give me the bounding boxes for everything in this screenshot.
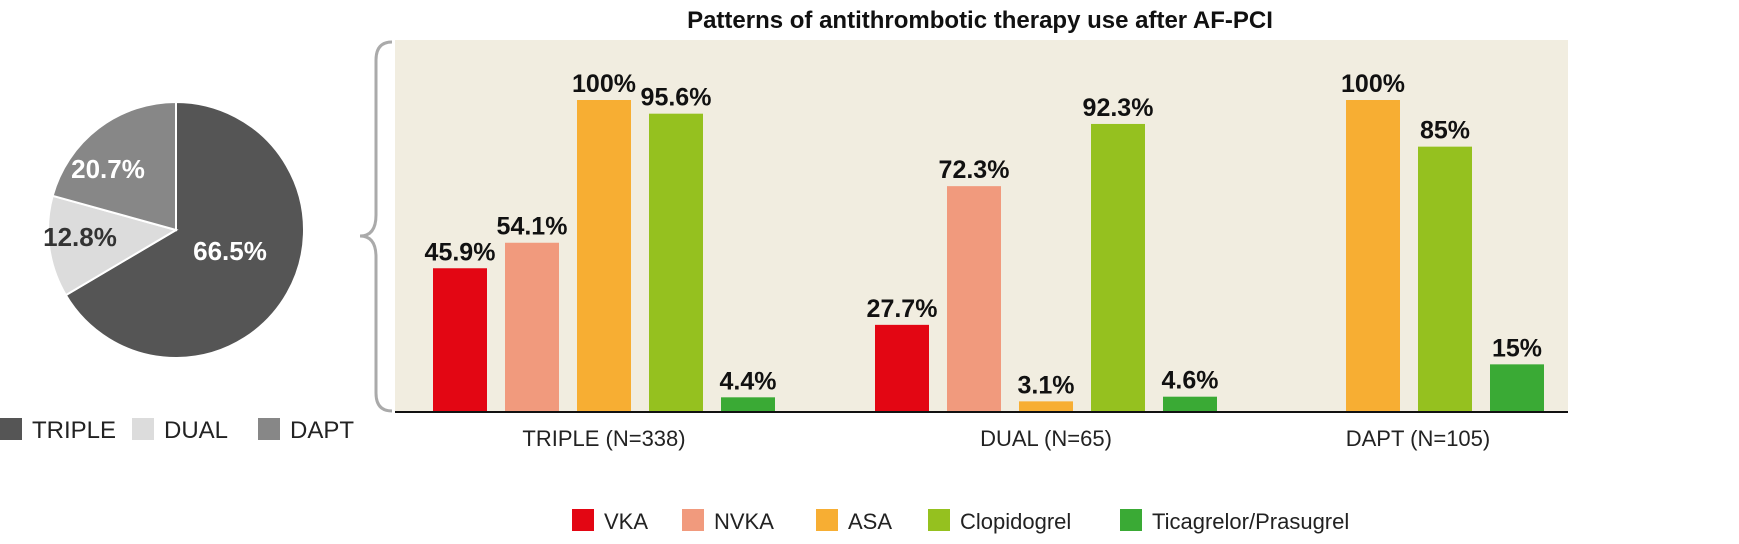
data-label: 4.4% [720, 367, 777, 395]
data-label: 3.1% [1018, 371, 1075, 399]
data-label: 54.1% [497, 213, 568, 241]
data-label: 100% [1341, 70, 1405, 98]
data-label: 15% [1492, 334, 1542, 362]
legend-swatch [1120, 509, 1142, 531]
legend-swatch [682, 509, 704, 531]
pie-label: 12.8% [43, 222, 117, 252]
data-label: 4.6% [1162, 367, 1219, 395]
bar-ticagrelor-prasugrel [1490, 364, 1544, 411]
legend-swatch [928, 509, 950, 531]
x-tick-label: DUAL (N=65) [980, 426, 1112, 451]
bar-asa [577, 100, 631, 411]
x-tick-label: TRIPLE (N=338) [522, 426, 685, 451]
legend-label: NVKA [714, 509, 774, 534]
bar-ticagrelor-prasugrel [721, 397, 775, 411]
chart-title: Patterns of antithrombotic therapy use a… [687, 7, 1273, 34]
pie-label: 20.7% [71, 154, 145, 184]
legend-label: ASA [848, 509, 892, 534]
pie-slice-dapt [51, 100, 177, 232]
data-label: 100% [572, 70, 636, 98]
legend-swatch [0, 418, 22, 440]
bar-clopidogrel [649, 113, 703, 412]
legend-label: Clopidogrel [960, 509, 1071, 534]
bar-nvka [947, 186, 1001, 411]
legend-label: Ticagrelor/Prasugrel [1152, 509, 1349, 534]
pie-label: 66.5% [193, 236, 267, 266]
bar-clopidogrel [1091, 123, 1145, 412]
data-label: 45.9% [425, 238, 496, 266]
legend-label: VKA [604, 509, 648, 534]
x-tick-label: DAPT (N=105) [1346, 426, 1490, 451]
legend-swatch [132, 418, 154, 440]
bar-vka [875, 324, 929, 411]
bar-asa [1346, 100, 1400, 411]
brace [359, 40, 393, 413]
data-label: 95.6% [641, 84, 712, 112]
legend-swatch [816, 509, 838, 531]
legend-label: DUAL [164, 417, 228, 444]
bar-vka [433, 268, 487, 411]
pie-slice-dual [47, 194, 179, 297]
bar-ticagrelor-prasugrel [1163, 396, 1217, 411]
data-label: 85% [1420, 117, 1470, 145]
data-label: 27.7% [867, 295, 938, 323]
data-label: 72.3% [939, 156, 1010, 184]
legend-label: TRIPLE [32, 417, 116, 444]
pie-slice-triple [64, 100, 305, 359]
legend-swatch [572, 509, 594, 531]
legend-label: DAPT [290, 417, 354, 444]
bar-asa [1019, 401, 1073, 411]
bar-clopidogrel [1418, 146, 1472, 411]
legend-swatch [258, 418, 280, 440]
bar-nvka [505, 242, 559, 411]
data-label: 92.3% [1083, 94, 1154, 122]
